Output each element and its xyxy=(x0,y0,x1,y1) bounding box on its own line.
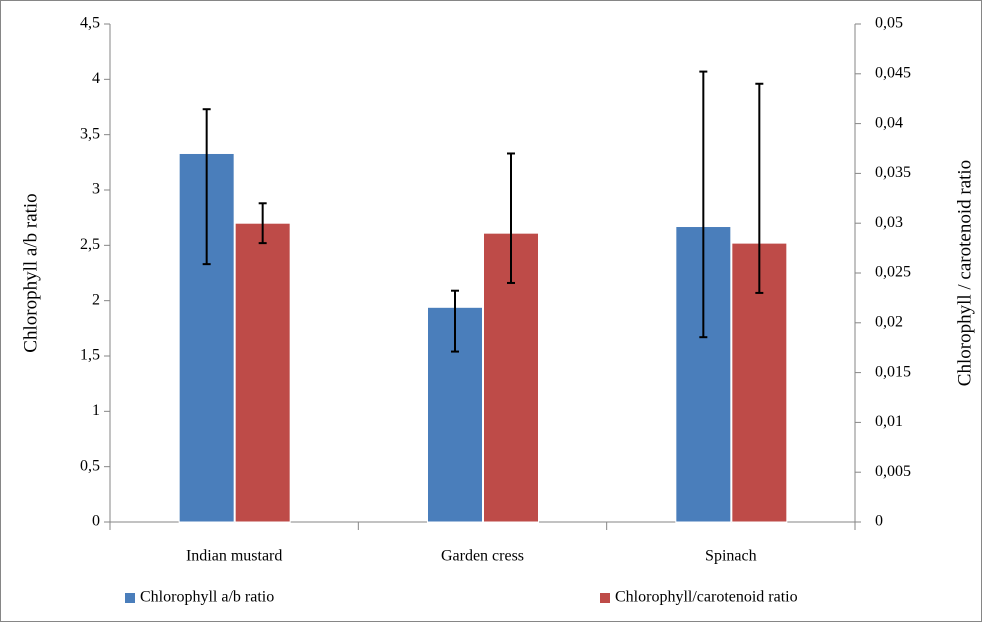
y2-axis-title: Chlorophyll / carotenoid ratio xyxy=(954,160,975,386)
y2-tick-label: 0,045 xyxy=(875,64,911,81)
y-tick-label: 4 xyxy=(92,70,100,87)
y2-tick-label: 0,025 xyxy=(875,264,911,281)
y-tick-label: 3 xyxy=(92,181,100,198)
y2-tick-label: 0,005 xyxy=(875,463,911,480)
error-bar xyxy=(699,70,708,339)
error-bar xyxy=(258,202,267,245)
y2-tick-label: 0,01 xyxy=(875,413,903,430)
y2-tick-label: 0,02 xyxy=(875,313,903,330)
y2-tick-label: 0,05 xyxy=(875,15,903,32)
y2-tick-label: 0,035 xyxy=(875,164,911,181)
x-tick-label: Garden cress xyxy=(441,548,524,565)
legend-label: Chlorophyll/carotenoid ratio xyxy=(615,589,798,606)
y-tick-label: 1 xyxy=(92,402,100,419)
y2-tick-label: 0,04 xyxy=(875,114,903,131)
y-tick-label: 0,5 xyxy=(80,457,100,474)
y2-tick-label: 0,03 xyxy=(875,214,903,231)
y2-tick-label: 0,015 xyxy=(875,363,911,380)
error-bar xyxy=(755,82,764,294)
x-tick-label: Spinach xyxy=(705,548,757,565)
x-tick-label: Indian mustard xyxy=(186,548,282,565)
y-axis-title: Chlorophyll a/b ratio xyxy=(20,193,41,352)
legend-swatch xyxy=(125,593,135,603)
y-tick-label: 2 xyxy=(92,291,100,308)
error-bar xyxy=(507,152,515,284)
legend-label: Chlorophyll a/b ratio xyxy=(140,589,274,606)
y2-tick-label: 0 xyxy=(875,513,883,530)
y-tick-label: 1,5 xyxy=(80,347,100,364)
error-bar xyxy=(202,108,211,266)
y-tick-label: 4,5 xyxy=(80,15,100,32)
y-tick-label: 3,5 xyxy=(80,125,100,142)
y-tick-label: 2,5 xyxy=(80,236,100,253)
y-tick-label: 0 xyxy=(92,513,100,530)
legend-swatch xyxy=(600,593,610,603)
bar xyxy=(234,222,291,523)
error-bar xyxy=(451,289,459,353)
